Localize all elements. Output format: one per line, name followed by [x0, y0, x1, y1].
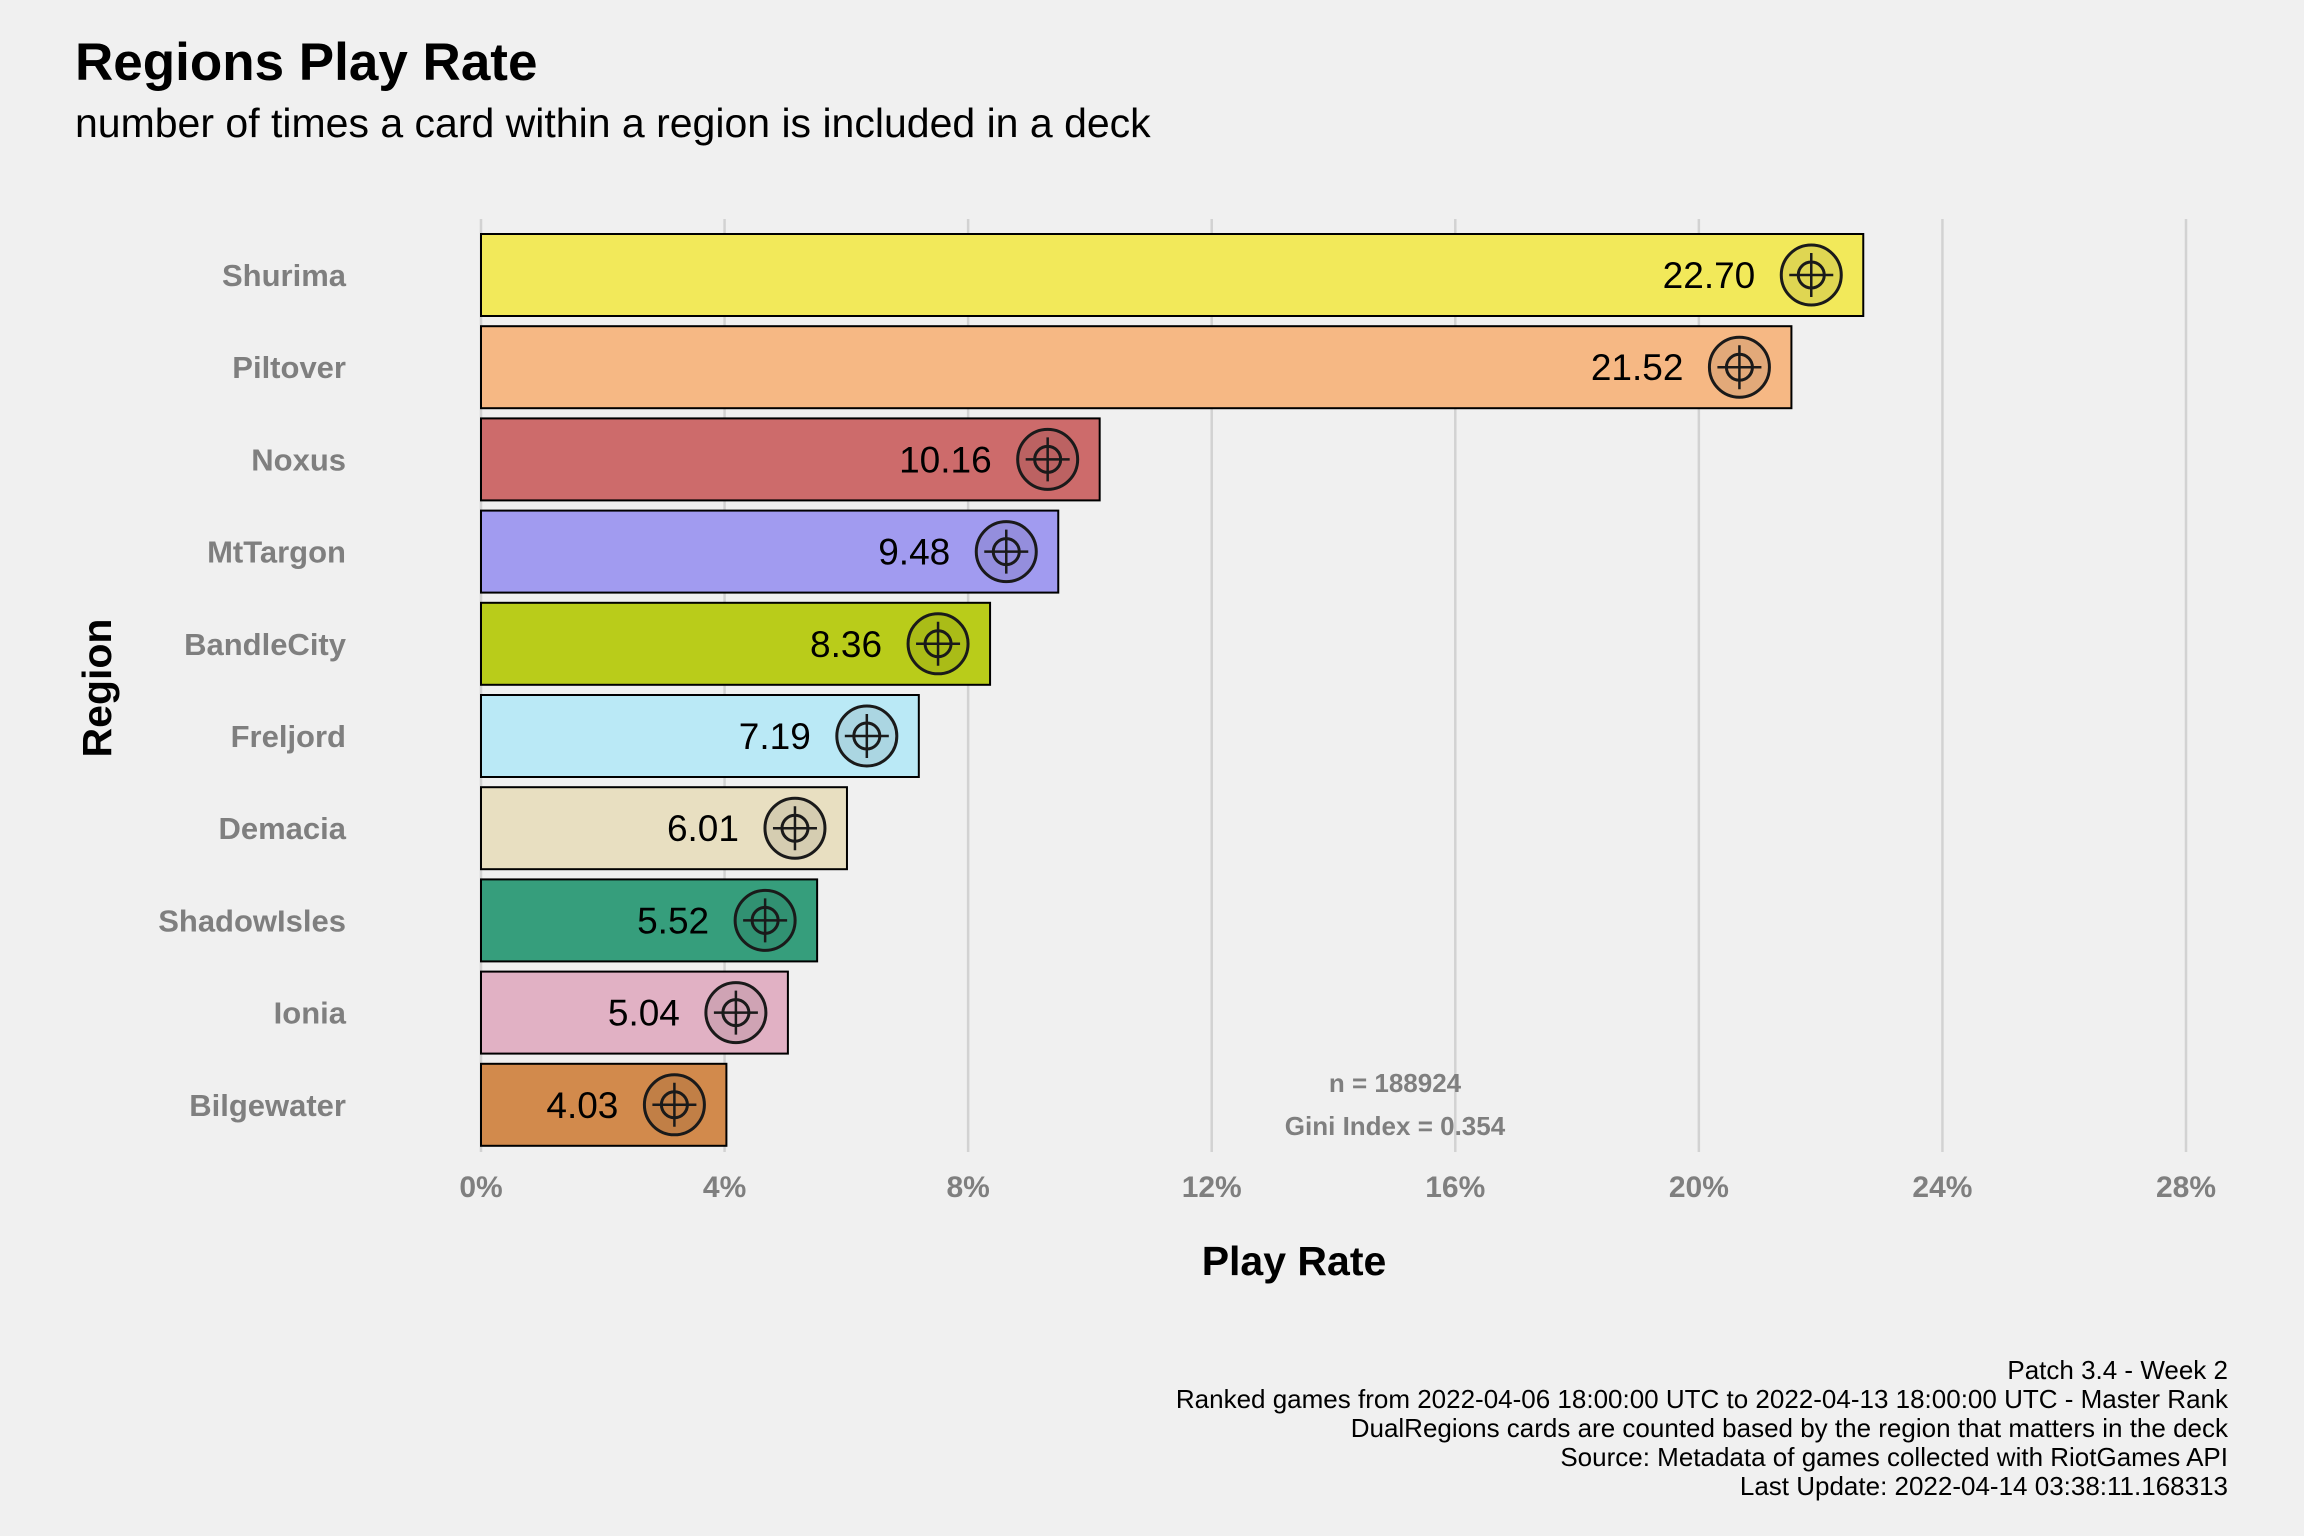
bar-value-label: 5.04 — [608, 993, 680, 1034]
x-tick-labels: 0% 4% 8% 12% 16% 20% 24% 28% — [459, 1171, 2216, 1204]
mttargon-emblem-icon — [974, 520, 1038, 584]
chart-subtitle: number of times a card within a region i… — [75, 100, 1151, 146]
footer-line-patch: Patch 3.4 - Week 2 — [2007, 1355, 2228, 1385]
category-label: Piltover — [232, 350, 346, 385]
ionia-emblem-icon — [704, 981, 768, 1045]
bar-piltover — [480, 325, 1793, 410]
freljord-emblem-icon — [835, 704, 899, 768]
footer-line-update: Last Update: 2022-04-14 03:38:11.168313 — [1739, 1471, 2228, 1501]
bar-mttargon — [480, 509, 1060, 594]
x-tick-label: 28% — [2156, 1171, 2216, 1204]
y-axis-title: Region — [74, 619, 120, 758]
x-tick-label: 0% — [459, 1171, 502, 1204]
bar-value-label: 7.19 — [739, 716, 811, 757]
sample-size-annotation: n = 188924 — [1329, 1068, 1462, 1098]
x-tick-label: 20% — [1669, 1171, 1729, 1204]
piltover-emblem-icon — [1707, 335, 1771, 399]
bar-value-label: 10.16 — [899, 439, 992, 480]
chart-title: Regions Play Rate — [75, 33, 538, 92]
bar-bandlecity — [480, 601, 992, 686]
category-label: Bilgewater — [189, 1088, 346, 1123]
category-label: Demacia — [218, 811, 346, 846]
category-label: Freljord — [231, 719, 346, 754]
shurima-emblem-icon — [1779, 243, 1843, 307]
category-label: Shurima — [222, 258, 347, 293]
bars: 22.70 21.52 10.16 9.48 8.36 7.19 6.01 5.52 5.04 4… — [480, 233, 1865, 1147]
bar-shurima — [480, 233, 1865, 317]
bar-value-label: 22.70 — [1663, 255, 1756, 296]
footer-line-source: Source: Metadata of games collected with… — [1560, 1442, 2228, 1472]
x-tick-label: 8% — [946, 1171, 989, 1204]
gini-index-annotation: Gini Index = 0.354 — [1285, 1111, 1506, 1141]
footer-notes: Patch 3.4 - Week 2 Ranked games from 202… — [1176, 1356, 2228, 1501]
bar-value-label: 9.48 — [878, 532, 950, 573]
bar-value-label: 5.52 — [637, 900, 709, 941]
bar-noxus — [480, 417, 1101, 502]
x-axis-title: Play Rate — [1202, 1238, 1387, 1284]
bar-value-label: 8.36 — [810, 624, 882, 665]
category-label: ShadowIsles — [158, 903, 346, 938]
category-labels: Shurima Piltover Noxus MtTargon BandleCity Fr… — [158, 258, 347, 1123]
x-tick-label: 16% — [1425, 1171, 1485, 1204]
category-label: Ionia — [274, 996, 347, 1031]
x-tick-label: 4% — [703, 1171, 746, 1204]
category-label: Noxus — [251, 442, 346, 477]
bar-value-label: 6.01 — [667, 808, 739, 849]
bar-value-label: 4.03 — [546, 1085, 618, 1126]
noxus-emblem-icon — [1016, 427, 1080, 491]
category-label: BandleCity — [184, 627, 347, 662]
bar-value-label: 21.52 — [1591, 347, 1684, 388]
category-label: MtTargon — [207, 535, 346, 570]
bandlecity-emblem-icon — [906, 612, 970, 676]
x-tick-label: 24% — [1912, 1171, 1972, 1204]
footer-line-dualregions: DualRegions cards are counted based by t… — [1350, 1413, 2228, 1443]
bilgewater-emblem-icon — [642, 1073, 706, 1137]
demacia-emblem-icon — [763, 796, 827, 860]
x-tick-label: 12% — [1182, 1171, 1242, 1204]
shadowisles-emblem-icon — [733, 888, 797, 952]
footer-line-range: Ranked games from 2022-04-06 18:00:00 UT… — [1175, 1384, 2228, 1414]
